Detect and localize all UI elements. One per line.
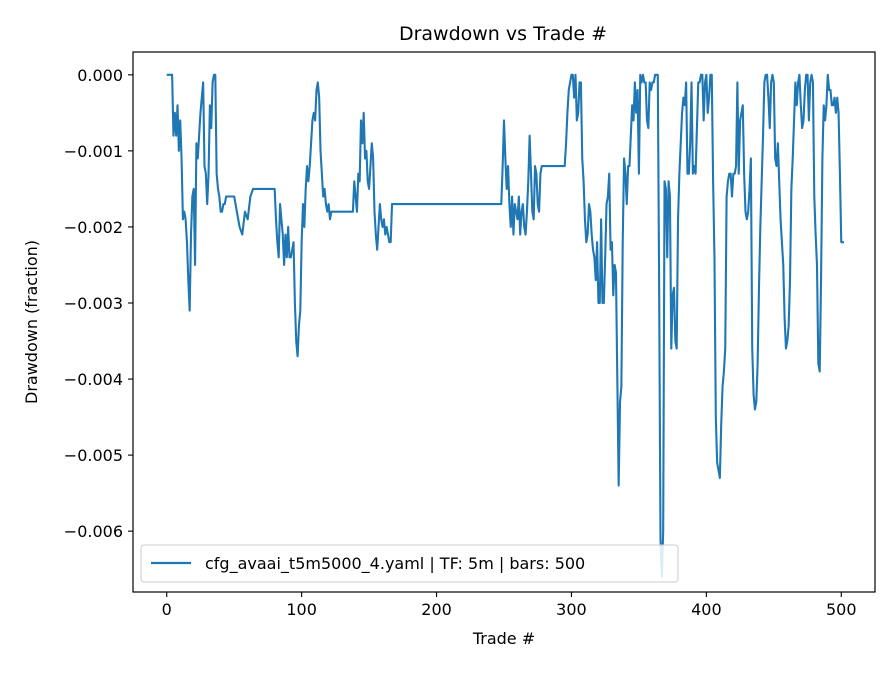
legend-label: cfg_avaai_t5m5000_4.yaml | TF: 5m | bars… — [205, 554, 585, 574]
series-layer — [166, 73, 844, 578]
x-axis: 0 100 200 300 400 500 — [162, 592, 857, 619]
y-tick-label: −0.002 — [64, 218, 123, 237]
plot-frame — [132, 51, 876, 593]
y-tick-label: −0.006 — [64, 522, 123, 541]
y-tick-label: −0.005 — [64, 446, 123, 465]
chart-title: Drawdown vs Trade # — [399, 23, 607, 45]
plot-area — [132, 51, 876, 593]
y-axis: 0.000 −0.001 −0.002 −0.003 −0.004 −0.005 −0.00… — [64, 66, 133, 541]
x-tick-label: 200 — [421, 600, 452, 619]
x-tick-label: 100 — [286, 600, 317, 619]
series-line-0 — [166, 73, 844, 578]
y-axis-title: Drawdown (fraction) — [22, 240, 41, 404]
x-axis-title: Trade # — [472, 629, 535, 648]
y-tick-label: 0.000 — [77, 66, 123, 85]
x-tick-label: 500 — [826, 600, 857, 619]
x-tick-label: 300 — [556, 600, 587, 619]
y-tick-label: −0.001 — [64, 142, 123, 161]
y-tick-label: −0.004 — [64, 370, 123, 389]
x-tick-label: 0 — [162, 600, 172, 619]
x-tick-label: 400 — [691, 600, 722, 619]
legend-box — [140, 544, 679, 583]
legend: cfg_avaai_t5m5000_4.yaml | TF: 5m | bars… — [140, 544, 679, 583]
y-tick-label: −0.003 — [64, 294, 123, 313]
